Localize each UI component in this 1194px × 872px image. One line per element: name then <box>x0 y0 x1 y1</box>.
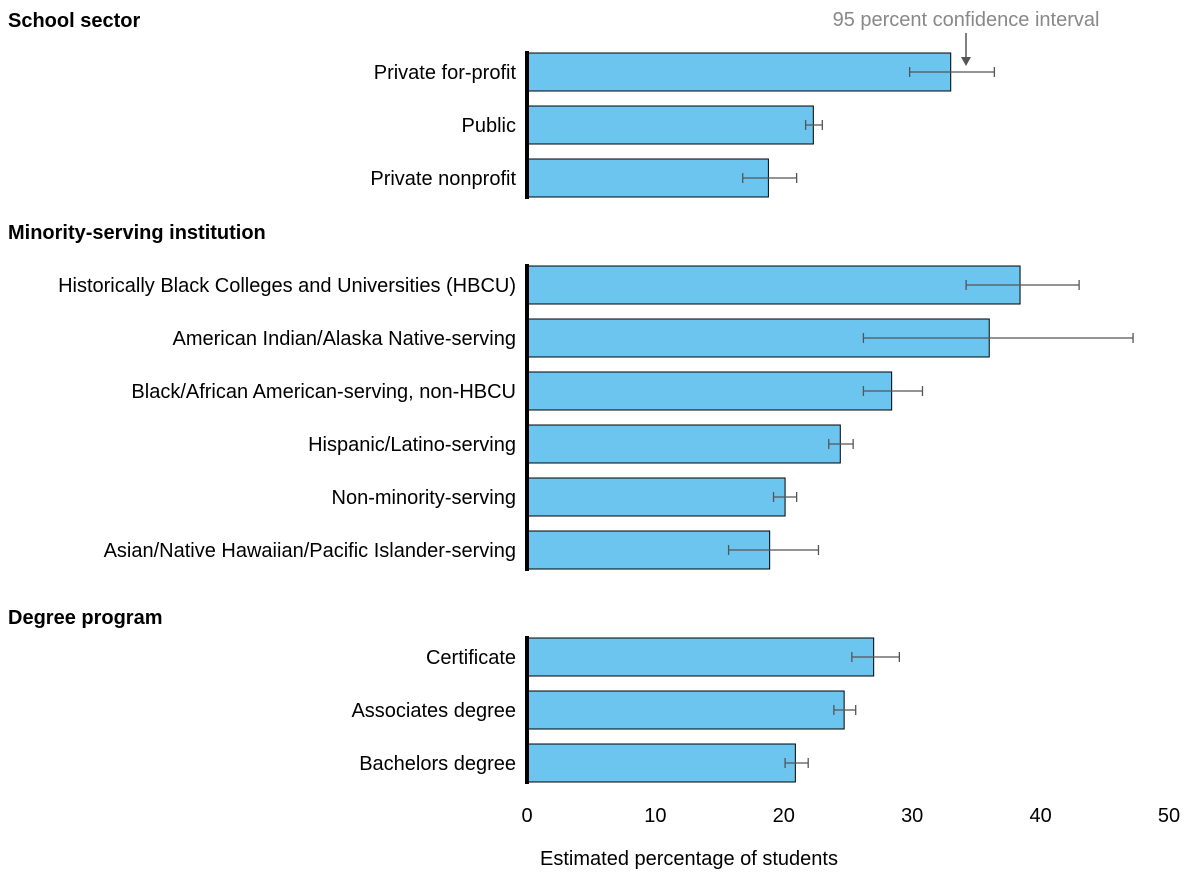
category-label: Asian/Native Hawaiian/Pacific Islander-s… <box>104 540 516 562</box>
x-axis-title: Estimated percentage of students <box>540 848 838 870</box>
bar <box>526 637 875 677</box>
group-title: School sector <box>8 10 140 32</box>
bar <box>526 158 769 198</box>
category-label: Private for-profit <box>374 62 517 84</box>
ci-annotation-label: 95 percent confidence interval <box>833 9 1100 31</box>
category-label: Certificate <box>426 647 516 669</box>
bar <box>526 743 796 783</box>
bar <box>526 105 814 145</box>
x-tick-label: 50 <box>1158 805 1180 827</box>
bar <box>526 52 952 92</box>
category-label: Hispanic/Latino-serving <box>308 434 516 456</box>
group-title: Degree program <box>8 607 163 629</box>
bar <box>526 477 786 517</box>
ci-annotation-arrow-head <box>961 57 971 66</box>
category-label: Historically Black Colleges and Universi… <box>58 275 516 297</box>
group-title: Minority-serving institution <box>8 222 266 244</box>
x-tick-label: 30 <box>901 805 923 827</box>
x-tick-label: 40 <box>1029 805 1051 827</box>
bar <box>526 690 845 730</box>
category-label: Non-minority-serving <box>332 487 517 509</box>
x-tick-label: 0 <box>521 805 532 827</box>
bar <box>526 265 1021 305</box>
category-label: Black/African American-serving, non-HBCU <box>131 381 516 403</box>
category-label: American Indian/Alaska Native-serving <box>173 328 517 350</box>
category-label: Associates degree <box>351 700 516 722</box>
bar <box>526 424 841 464</box>
x-tick-label: 10 <box>644 805 666 827</box>
category-label: Bachelors degree <box>359 753 516 775</box>
x-tick-label: 20 <box>773 805 795 827</box>
bar <box>526 371 893 411</box>
category-label: Private nonprofit <box>370 168 516 190</box>
category-label: Public <box>462 115 516 137</box>
